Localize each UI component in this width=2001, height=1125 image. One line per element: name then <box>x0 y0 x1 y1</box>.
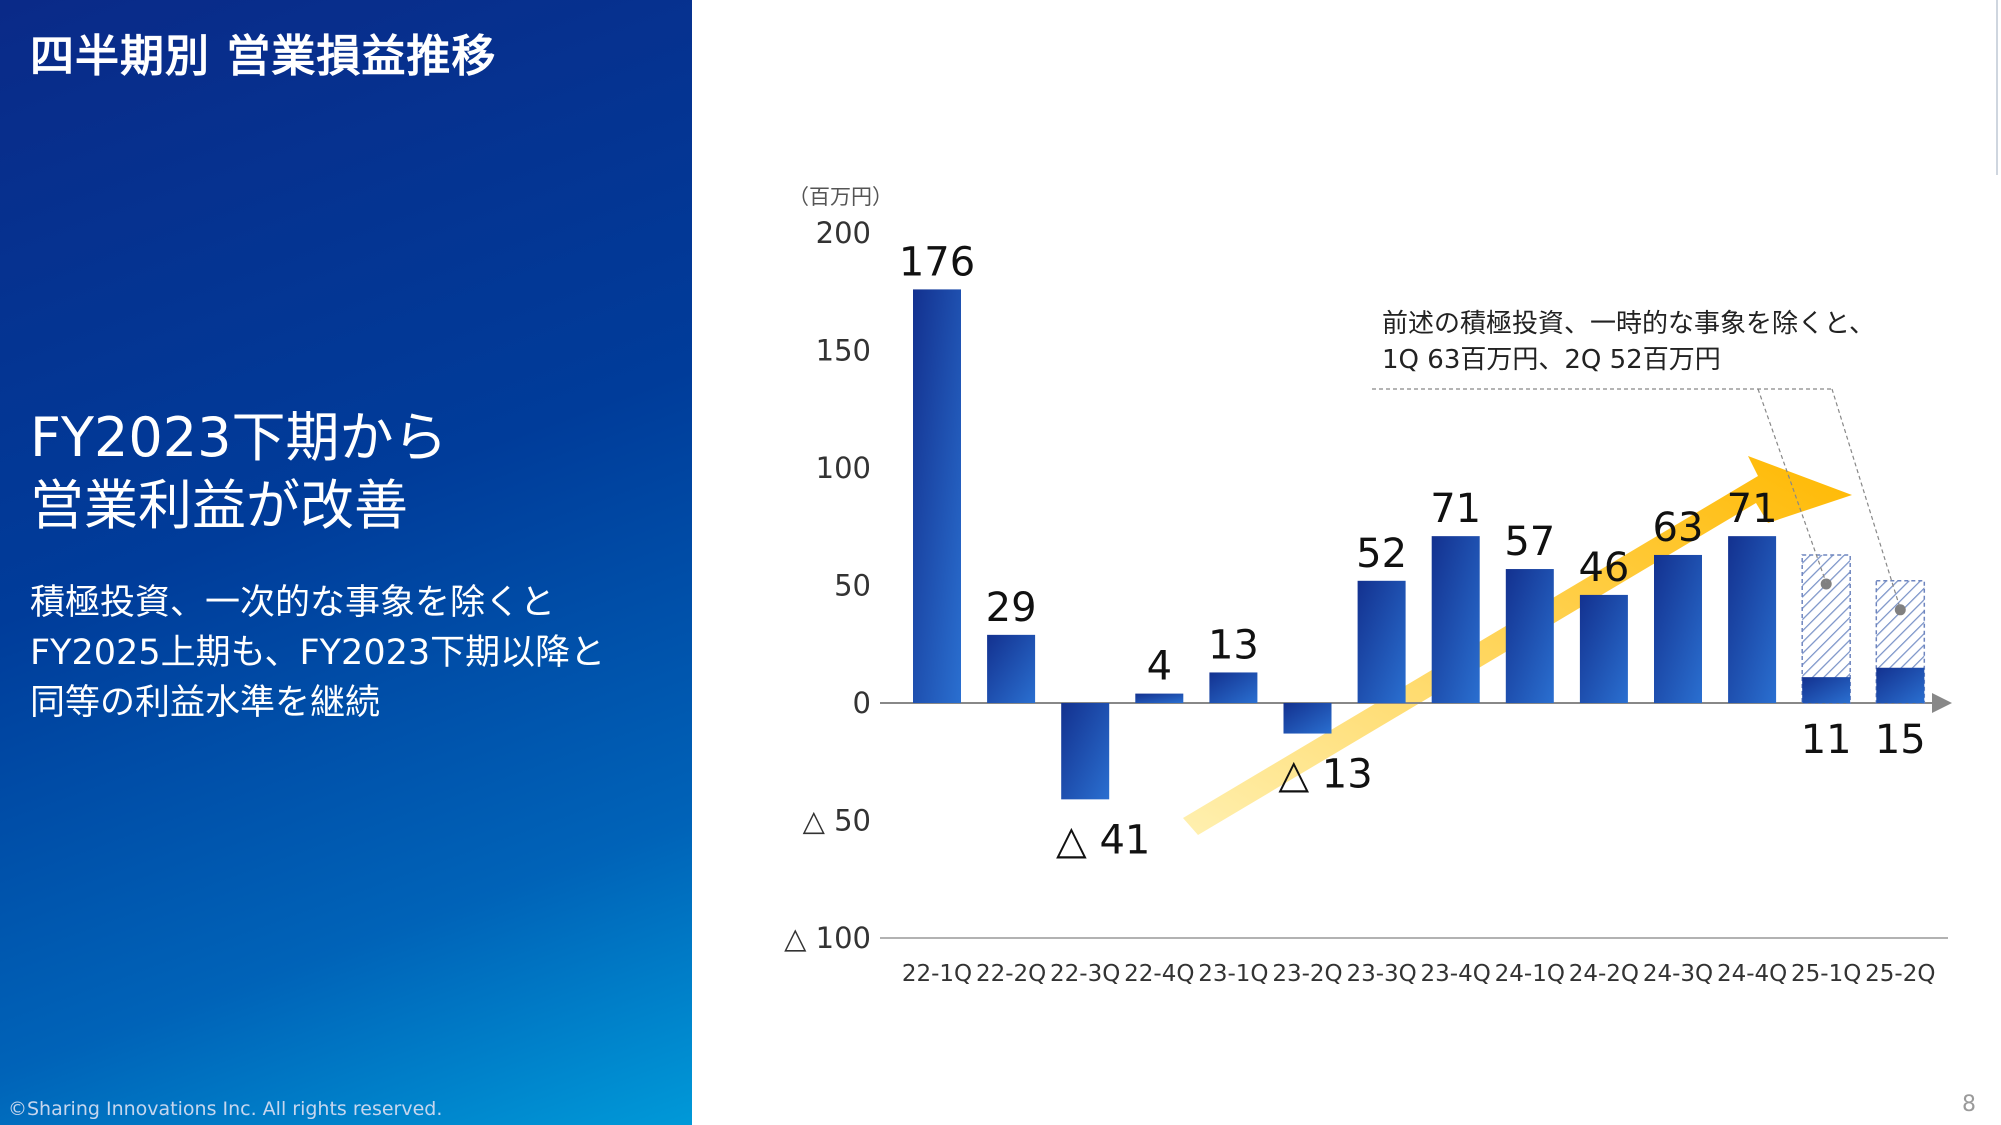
y-unit-label: （百万円） <box>788 185 893 209</box>
y-tick-label: 0 <box>853 686 871 720</box>
trend-arrow <box>1183 456 1852 835</box>
data-label: 29 <box>986 585 1037 631</box>
data-label: 52 <box>1356 531 1407 577</box>
x-tick-label: 25-1Q <box>1791 961 1861 987</box>
subtext: 積極投資、一次的な事象を除くと FY2025上期も、FY2023下期以降と 同等… <box>30 578 605 728</box>
adjusted-marker <box>1894 604 1906 616</box>
annotation-leader-1q <box>1757 388 1827 584</box>
x-tick-label: 22-1Q <box>902 961 972 987</box>
bar <box>913 289 961 703</box>
data-label: 46 <box>1578 545 1629 591</box>
bar <box>1135 693 1184 703</box>
x-tick-label: 23-4Q <box>1421 961 1491 987</box>
x-tick-label: 22-2Q <box>976 961 1046 987</box>
y-tick-label: 50 <box>834 569 871 603</box>
copyright: ©Sharing Innovations Inc. All rights res… <box>8 1098 443 1120</box>
x-tick-label: 23-3Q <box>1346 961 1416 987</box>
x-tick-label: 22-4Q <box>1124 961 1194 987</box>
annotation-leader-2q <box>1831 388 1901 609</box>
annotation-line-1: 前述の積極投資、一時的な事象を除くと、 <box>1382 309 1875 339</box>
edge-divider <box>1996 0 1998 175</box>
bar <box>987 634 1036 703</box>
bar <box>1876 667 1925 703</box>
slide-title: 四半期別 営業損益推移 <box>30 31 497 82</box>
bar <box>1505 569 1554 703</box>
data-label: 63 <box>1653 505 1704 551</box>
y-tick-label: △ 100 <box>784 921 871 955</box>
data-label: 11 <box>1801 717 1852 763</box>
data-label: 71 <box>1430 486 1481 532</box>
subtext-line-1: 積極投資、一次的な事象を除くと <box>30 583 556 623</box>
x-tick-label: 24-1Q <box>1495 961 1565 987</box>
data-label: 15 <box>1875 717 1926 763</box>
bar <box>1654 554 1702 703</box>
y-tick-label: 150 <box>816 334 871 368</box>
x-tick-label: 24-2Q <box>1569 961 1639 987</box>
y-tick-label: △ 50 <box>803 804 871 838</box>
annotation-note: 前述の積極投資、一時的な事象を除くと、 1Q 63百万円、2Q 52百万円 <box>1382 306 1875 378</box>
headline-line-1: FY2023下期から <box>30 406 448 469</box>
headline: FY2023下期から 営業利益が改善 <box>30 404 447 540</box>
adjusted-marker <box>1820 578 1832 590</box>
y-tick-label: 100 <box>816 451 871 485</box>
data-label: △ 41 <box>1056 817 1150 863</box>
data-label: 71 <box>1727 486 1778 532</box>
bar <box>1283 703 1332 734</box>
bar <box>1802 677 1851 703</box>
bar <box>1579 594 1628 703</box>
data-label: △ 13 <box>1278 752 1372 798</box>
bar <box>1728 536 1777 703</box>
x-tick-label: 22-3Q <box>1050 961 1120 987</box>
data-label: 4 <box>1147 644 1172 690</box>
bar <box>1357 580 1406 703</box>
headline-line-2: 営業利益が改善 <box>30 474 408 537</box>
left-panel: 四半期別 営業損益推移 FY2023下期から 営業利益が改善 積極投資、一次的な… <box>0 0 692 1125</box>
subtext-line-3: 同等の利益水準を継続 <box>30 683 381 723</box>
subtext-line-2: FY2025上期も、FY2023下期以降と <box>30 633 606 673</box>
bar <box>1431 536 1480 703</box>
x-tick-label: 25-2Q <box>1865 961 1935 987</box>
bar <box>1209 672 1258 703</box>
x-tick-label: 23-1Q <box>1198 961 1268 987</box>
annotation-line-2: 1Q 63百万円、2Q 52百万円 <box>1382 345 1721 375</box>
x-tick-label: 24-3Q <box>1643 961 1713 987</box>
data-label: 57 <box>1504 519 1555 565</box>
x-tick-label: 24-4Q <box>1717 961 1787 987</box>
page-number: 8 <box>1962 1092 1976 1117</box>
bar <box>1061 703 1110 800</box>
x-tick-label: 23-2Q <box>1272 961 1342 987</box>
data-label: 176 <box>899 239 975 285</box>
data-label: 13 <box>1208 622 1259 668</box>
y-tick-label: 200 <box>816 216 871 250</box>
